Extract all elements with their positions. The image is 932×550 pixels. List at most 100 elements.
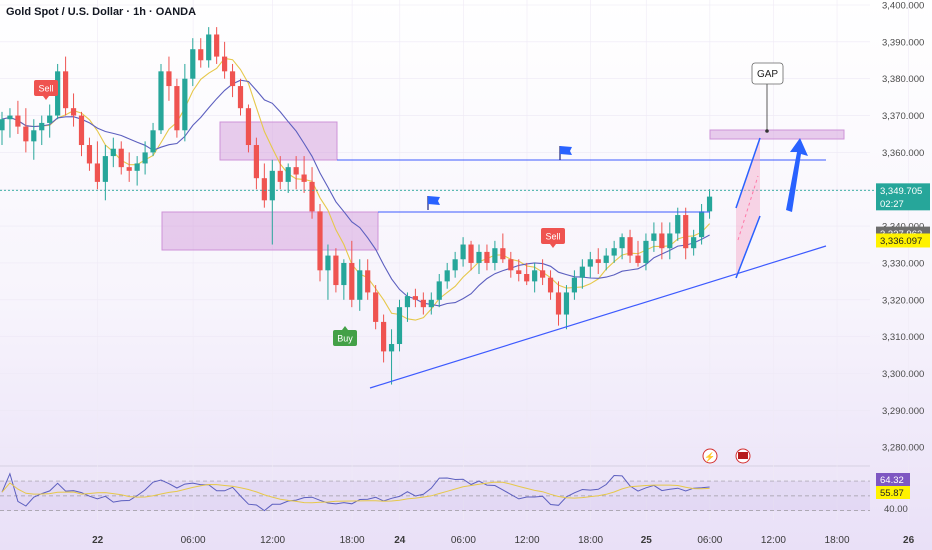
supply-demand-zones: [161, 121, 845, 251]
countdown-label: 02:27: [880, 199, 904, 210]
candle-body: [381, 321, 387, 352]
rsi-line: [1, 472, 710, 512]
candle-body: [190, 49, 196, 79]
gap-label-box: [751, 62, 784, 85]
x-tick-label: 24: [394, 535, 406, 546]
candle-body: [428, 299, 434, 308]
candle-body: [118, 148, 124, 168]
y-tick-label: 3,330.000: [882, 258, 924, 269]
candle-body: [460, 244, 466, 260]
flag-icon: [428, 196, 440, 205]
lightning-icon-glyph: ⚡: [704, 451, 715, 463]
y-tick-label: 3,380.000: [882, 74, 924, 85]
signal-labels: Sell Buy Sell ⚡: [34, 80, 751, 464]
x-tick-label: 18:00: [578, 535, 603, 546]
candle-body: [555, 292, 562, 315]
rsi-ma-value-box: [876, 486, 910, 499]
projection-line: [735, 215, 761, 279]
ma-yellow-price-label: 3,336.097: [880, 236, 922, 247]
candle-body: [333, 255, 339, 286]
candle-body: [476, 251, 482, 263]
buy-signal-box: [333, 330, 357, 346]
y-tick-label: 3,390.000: [882, 37, 924, 48]
candle-body: [452, 259, 458, 271]
candle-body: [142, 152, 148, 164]
candle-body: [659, 233, 665, 249]
y-tick-label: 3,310.000: [882, 332, 924, 343]
candle-body: [365, 270, 371, 293]
candle-body: [357, 270, 363, 300]
x-tick-label: 18:00: [825, 535, 850, 546]
candle-body: [603, 255, 609, 263]
candle-body: [595, 259, 601, 263]
gap-label: GAP: [757, 69, 778, 80]
candle-body: [651, 233, 657, 241]
supply-zone-lower: [161, 211, 379, 251]
candle-body: [524, 274, 530, 282]
candle-body: [627, 237, 633, 256]
candle-body: [70, 108, 77, 116]
candle-body: [166, 71, 172, 87]
projection-midline: [737, 175, 759, 241]
last-price-label: 3,349.705: [880, 186, 922, 197]
candle-body: [436, 281, 442, 300]
rsi-ma-value-label: 55.87: [880, 488, 904, 499]
candle-body: [78, 115, 85, 146]
candle-body: [516, 270, 522, 275]
candle-body: [635, 255, 641, 263]
candle-body: [404, 296, 411, 308]
trendlines-and-projections: GAP: [0, 62, 875, 389]
candle-body: [508, 259, 514, 271]
candle-body: [293, 167, 299, 175]
countdown-label-box: [876, 196, 930, 211]
us-flag-icon-glyph: [738, 452, 748, 459]
candle-body: [15, 115, 21, 127]
y-tick-label: 3,280.000: [882, 443, 924, 454]
candle-body: [229, 71, 236, 87]
rsi-value-box: [876, 473, 910, 486]
candle-body: [261, 178, 267, 201]
ma-purple-line: [1, 79, 710, 307]
candle-body: [63, 71, 69, 109]
sell-signal-box: [34, 80, 58, 96]
sell-signal-text: Sell: [38, 84, 53, 94]
candle-body: [277, 170, 283, 182]
candle-body: [420, 299, 426, 308]
x-tick-label: 18:00: [340, 535, 365, 546]
candle-body: [547, 277, 554, 293]
y-tick-label: 3,360.000: [882, 148, 924, 159]
x-tick-label: 06:00: [451, 535, 476, 546]
candle-body: [39, 122, 45, 131]
candle-body: [706, 196, 713, 212]
candle-body: [126, 167, 132, 171]
candle-body: [675, 215, 681, 234]
candle-body: [691, 237, 697, 249]
candle-body: [47, 115, 53, 123]
candle-body: [683, 215, 689, 249]
candle-body: [158, 71, 164, 131]
candle-body: [500, 248, 506, 260]
projection-line: [735, 137, 761, 209]
candle-body: [667, 233, 673, 249]
y-tick-label: 3,300.000: [882, 369, 924, 380]
candle-body: [373, 292, 379, 322]
candle-body: [325, 255, 331, 271]
grid: [0, 0, 909, 520]
buy-signal: Buy: [333, 326, 357, 346]
candle-body: [198, 49, 204, 61]
candle-body: [349, 262, 355, 300]
candle-body: [214, 34, 220, 57]
candle-body: [206, 34, 212, 61]
candle-body: [540, 270, 546, 278]
projection-zone: [736, 138, 760, 278]
candle-body: [301, 174, 307, 182]
candle-body: [150, 130, 156, 153]
gap-callout-dot: [765, 129, 769, 133]
rsi-band: [0, 481, 870, 511]
x-tick-label: 25: [641, 535, 653, 546]
candle-body: [245, 108, 252, 146]
y-tick-label: 3,400.000: [882, 1, 924, 12]
x-tick-label: 06:00: [181, 535, 206, 546]
candle-body: [0, 119, 5, 131]
